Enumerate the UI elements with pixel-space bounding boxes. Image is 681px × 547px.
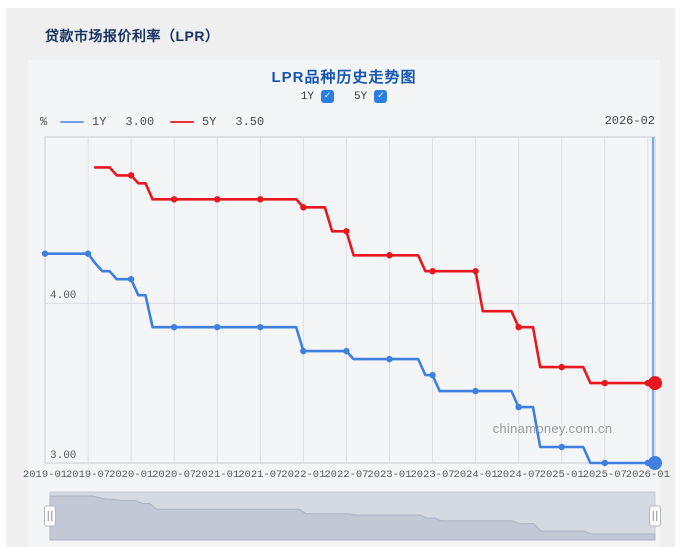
data-point-5y[interactable]	[558, 363, 565, 371]
data-point-1y[interactable]	[41, 250, 49, 257]
data-point-5y[interactable]	[648, 376, 662, 391]
legend-row: % 1Y 3.00 5Y 3.50 2026-02	[0, 114, 681, 130]
x-axis-label: 2023-07	[410, 469, 454, 481]
check-icon: ✓	[377, 91, 384, 102]
legend-value-1y: 3.00	[125, 115, 155, 129]
series-5y-line[interactable]	[93, 166, 657, 385]
plot-area[interactable]	[44, 136, 656, 464]
data-point-5y[interactable]	[601, 379, 608, 387]
toggle-1y-label: 1Y	[300, 90, 314, 103]
page-title: 贷款市场报价利率（LPR）	[45, 28, 220, 44]
x-axis-label: 2025-01	[540, 469, 584, 481]
grid-lines	[44, 137, 655, 464]
data-point-5y[interactable]	[214, 196, 221, 203]
slider-data-shadow	[49, 495, 656, 541]
x-axis-labels: 2019-012019-072020-012020-072021-012021-…	[23, 469, 670, 481]
x-axis-label: 2021-01	[195, 469, 239, 481]
series-toggles: 1Y ✓ 5Y ✓	[28, 89, 660, 104]
toggle-5y-checkbox[interactable]: ✓	[374, 90, 388, 103]
axis-pointer-label: 2026-02	[604, 114, 655, 128]
x-axis-label: 2026-01	[626, 469, 670, 481]
x-axis-label: 2022-01	[281, 469, 325, 481]
x-axis-label: 2020-01	[109, 469, 153, 481]
slider-handle-right[interactable]	[649, 505, 661, 527]
x-axis-label: 2019-07	[66, 469, 110, 481]
x-axis-label: 2024-01	[454, 469, 498, 481]
data-point-1y[interactable]	[127, 276, 135, 283]
data-point-1y[interactable]	[648, 456, 662, 470]
x-axis-label: 2023-01	[367, 469, 411, 481]
data-point-1y[interactable]	[170, 323, 178, 331]
data-point-5y[interactable]	[429, 268, 436, 275]
data-point-1y[interactable]	[472, 387, 479, 395]
legend-item-5y[interactable]: 5Y 3.50	[170, 115, 264, 129]
data-point-1y[interactable]	[515, 403, 522, 411]
data-point-5y[interactable]	[300, 204, 307, 211]
toggle-5y-label: 5Y	[354, 90, 368, 103]
legend-line-1y-icon	[60, 121, 84, 123]
data-zoom-slider[interactable]	[44, 491, 661, 541]
data-point-5y[interactable]	[127, 172, 135, 179]
data-point-5y[interactable]	[515, 323, 522, 331]
y-axis-label: 3.00	[50, 450, 76, 462]
legend-item-1y[interactable]: 1Y 3.00	[60, 115, 154, 129]
data-point-1y[interactable]	[257, 323, 264, 331]
toggle-1y-checkbox[interactable]: ✓	[321, 90, 334, 103]
chart-title: LPR品种历史走势图	[271, 69, 417, 86]
data-point-1y[interactable]	[429, 371, 436, 379]
data-point-1y[interactable]	[343, 347, 350, 355]
x-axis-label: 2020-07	[152, 469, 196, 481]
data-point-1y[interactable]	[214, 323, 221, 331]
data-point-1y[interactable]	[300, 347, 307, 355]
x-axis-label: 2019-01	[23, 469, 67, 481]
data-point-5y[interactable]	[472, 268, 479, 275]
data-point-5y[interactable]	[170, 196, 178, 203]
data-point-1y[interactable]	[558, 443, 565, 451]
legend-name-1y: 1Y	[92, 115, 107, 129]
legend-line-5y-icon	[170, 121, 194, 123]
y-axis-label: 4.00	[50, 290, 76, 302]
series-1y-line[interactable]	[43, 252, 657, 465]
data-point-1y[interactable]	[601, 459, 608, 467]
data-point-5y[interactable]	[386, 252, 393, 259]
legend-name-5y: 5Y	[202, 115, 217, 129]
series-5y[interactable]	[93, 166, 662, 391]
data-point-1y[interactable]	[386, 355, 393, 363]
y-axis-unit: %	[40, 115, 48, 129]
y-axis-labels: 4.00 3.00	[50, 290, 76, 462]
check-icon: ✓	[324, 91, 331, 102]
data-point-5y[interactable]	[257, 196, 264, 203]
watermark: chinamoney.com.cn	[492, 421, 613, 436]
x-axis-label: 2025-07	[583, 469, 627, 481]
slider-handle-left[interactable]	[44, 505, 56, 527]
series-1y[interactable]	[41, 250, 662, 470]
data-point-1y[interactable]	[84, 250, 92, 257]
x-axis-label: 2024-07	[497, 469, 541, 481]
x-axis-label: 2021-07	[238, 469, 282, 481]
data-point-5y[interactable]	[343, 228, 350, 235]
x-axis-label: 2022-07	[324, 469, 368, 481]
legend-value-5y: 3.50	[235, 115, 265, 129]
